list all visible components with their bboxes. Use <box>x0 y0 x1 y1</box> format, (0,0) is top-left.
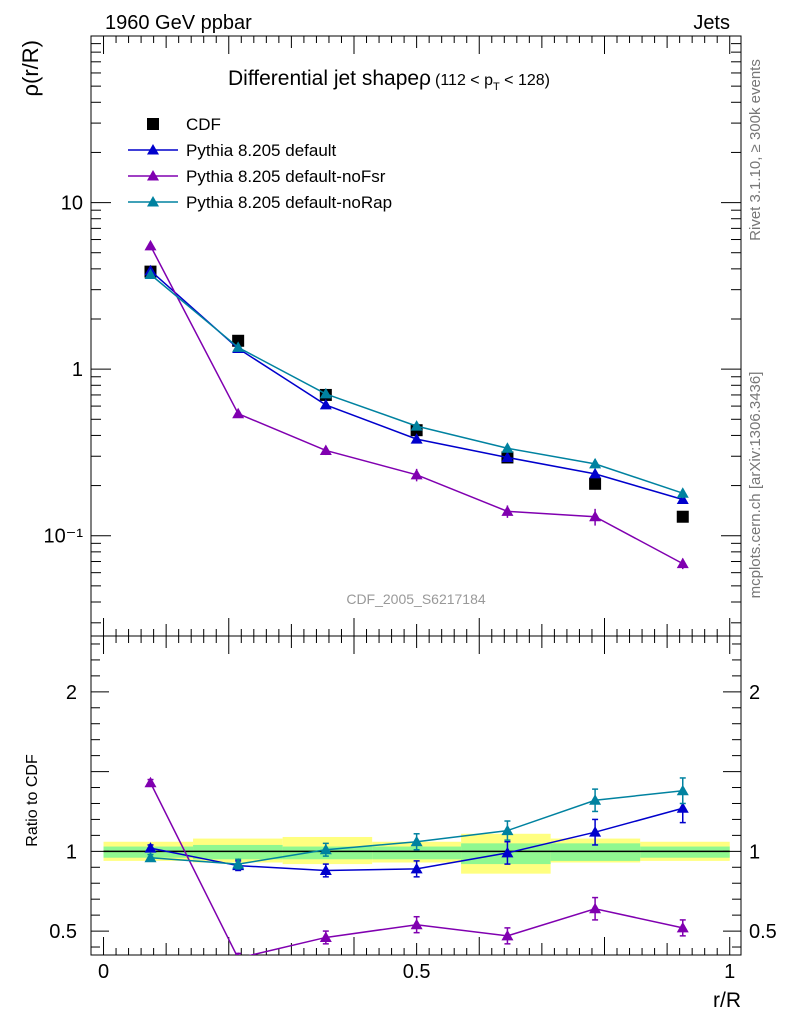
data-point-triangle <box>319 387 332 399</box>
ratio-y-tick-label-right: 0.5 <box>749 921 777 943</box>
uncertainty-band-inner <box>550 843 641 861</box>
data-point-triangle <box>676 557 689 569</box>
y-tick-label: 10 <box>61 193 83 215</box>
legend-marker-square <box>147 118 159 130</box>
data-point-square <box>676 510 689 523</box>
ratio-data-point-triangle <box>144 851 157 863</box>
ratio-data-point-triangle <box>410 918 423 930</box>
data-point-triangle <box>144 268 157 279</box>
legend-marker-triangle <box>147 144 159 155</box>
ratio-data-point-triangle <box>589 902 602 914</box>
data-point-triangle <box>589 467 602 479</box>
series-line <box>149 270 683 501</box>
uncertainty-band-inner <box>372 846 462 860</box>
legend: CDF Pythia 8.205 default Pythia 8.205 defa… <box>128 115 392 212</box>
ratio-data-point-triangle <box>501 824 514 836</box>
ratio-y-tick-label-left: 0.5 <box>49 921 77 943</box>
legend-entry-label: Pythia 8.205 default <box>186 141 337 160</box>
ratio-plot-frame <box>90 635 742 956</box>
ratio-data-point-triangle <box>232 858 245 869</box>
data-point-triangle <box>676 493 689 504</box>
ratio-data-point-triangle <box>410 835 423 847</box>
ratio-data-point-triangle <box>144 842 157 853</box>
main-series-3 <box>144 268 689 499</box>
main-series-2 <box>144 239 689 570</box>
legend-entry-label: CDF <box>186 115 221 134</box>
data-point-triangle <box>501 505 514 516</box>
ratio-data-point-triangle <box>319 931 332 942</box>
data-point-triangle <box>410 468 423 480</box>
data-point-triangle <box>589 510 602 522</box>
ratio-plot-panel: 2 2 1 1 0.5 0.5 0 0.5 1 r/R Ratio to CDF <box>24 635 777 1012</box>
data-point-triangle <box>232 341 245 352</box>
ratio-y-tick-label-right: 1 <box>749 841 760 863</box>
ratio-data-point-triangle <box>410 862 423 874</box>
ratio-data-point-triangle <box>589 794 602 805</box>
chart-title-subscript: T <box>493 81 500 93</box>
ratio-data-point-triangle <box>319 843 332 855</box>
main-y-axis-label: ρ(r/R) <box>18 40 43 97</box>
ratio-data-point-triangle <box>501 846 514 858</box>
chart-title-range-end: < 128) <box>500 72 550 89</box>
ratio-series-2 <box>144 777 689 870</box>
main-series-0 <box>144 265 689 523</box>
legend-entry-label: Pythia 8.205 default-noRap <box>186 193 392 212</box>
ratio-y-axis-label: Ratio to CDF <box>24 754 41 847</box>
analysis-watermark: CDF_2005_S6217184 <box>346 591 486 607</box>
ratio-data-point-triangle <box>319 864 332 875</box>
data-point-triangle <box>676 487 689 498</box>
data-point-triangle <box>232 407 245 419</box>
ratio-y-tick-label-left: 1 <box>66 841 77 863</box>
ratio-data-point-triangle <box>676 784 689 796</box>
uncertainty-band-inner <box>193 844 283 860</box>
series-line <box>149 245 684 565</box>
y-tick-label: 10⁻¹ <box>44 526 84 548</box>
x-axis-label: r/R <box>713 989 741 1012</box>
main-plot-panel: 10 1 10⁻¹ ρ(r/R) Differential jet shapeρ (112… <box>18 35 742 637</box>
side-label-rivet: Rivet 3.1.10, ≥ 300k events <box>747 59 764 241</box>
ratio-y-tick-label-right: 2 <box>749 682 760 704</box>
ratio-y-tick-label-left: 2 <box>66 682 77 704</box>
data-point-triangle <box>501 442 514 453</box>
data-point-triangle <box>319 398 332 410</box>
ratio-data-point-triangle <box>676 802 689 813</box>
legend-marker-triangle <box>147 196 159 207</box>
header-energy: 1960 GeV ppbar <box>105 12 252 34</box>
y-tick-label: 1 <box>72 359 83 381</box>
ratio-series-1 <box>144 776 689 955</box>
data-point-square <box>232 334 245 347</box>
header-process: Jets <box>693 12 730 34</box>
legend-entry-label: Pythia 8.205 default-noFsr <box>186 167 386 186</box>
side-label-mcplots: mcplots.cern.ch [arXiv:1306.3436] <box>747 372 764 599</box>
chart-title-range: (112 < p <box>435 72 493 89</box>
ratio-data-point-triangle <box>676 921 689 933</box>
data-point-triangle <box>319 444 332 455</box>
ratio-data-point-triangle <box>144 776 157 788</box>
data-point-triangle <box>410 420 423 431</box>
data-point-square <box>589 477 602 490</box>
chart-title-main: Differential jet shapeρ <box>228 67 431 90</box>
data-point-triangle <box>589 457 602 469</box>
legend-marker-triangle <box>147 170 159 181</box>
data-point-triangle <box>410 433 423 444</box>
uncertainty-band-inner <box>640 846 730 858</box>
data-point-triangle <box>501 451 514 462</box>
ratio-data-point-triangle <box>236 952 240 955</box>
x-tick-label: 0.5 <box>403 961 431 983</box>
ratio-data-point-triangle <box>589 826 602 837</box>
data-point-triangle <box>144 239 157 251</box>
x-tick-label: 0 <box>98 961 109 983</box>
x-tick-label: 1 <box>724 961 735 983</box>
ratio-data-point-triangle <box>501 929 514 941</box>
chart-title: Differential jet shapeρ (112 < pT < 128) <box>228 67 550 93</box>
series-line <box>150 273 684 494</box>
